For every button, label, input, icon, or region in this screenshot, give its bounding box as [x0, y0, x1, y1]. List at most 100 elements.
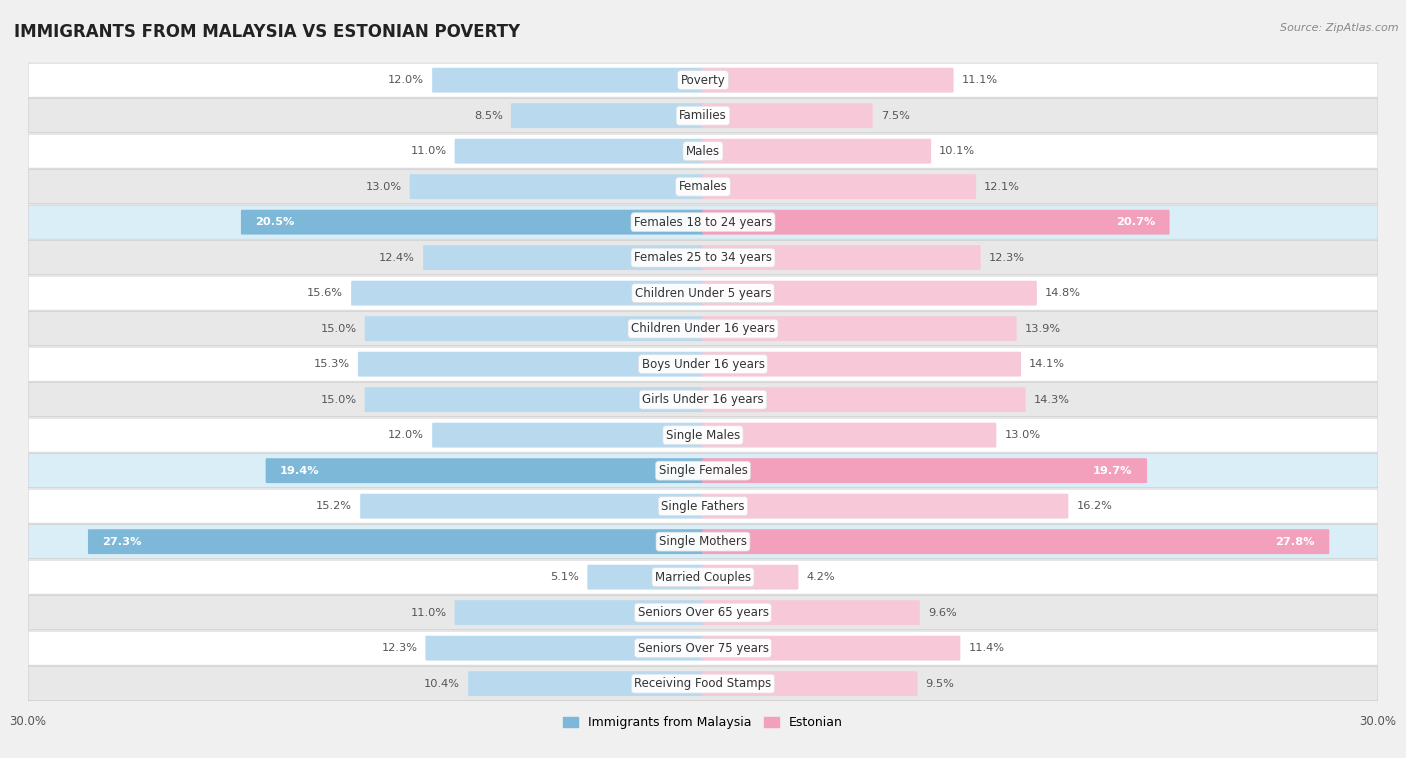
FancyBboxPatch shape [28, 134, 1378, 168]
FancyBboxPatch shape [28, 560, 1378, 594]
FancyBboxPatch shape [28, 525, 1378, 559]
FancyBboxPatch shape [240, 210, 704, 234]
FancyBboxPatch shape [702, 316, 1017, 341]
FancyBboxPatch shape [702, 493, 1069, 518]
Text: 7.5%: 7.5% [880, 111, 910, 121]
FancyBboxPatch shape [432, 423, 704, 447]
Text: 15.3%: 15.3% [314, 359, 350, 369]
Text: 27.8%: 27.8% [1275, 537, 1315, 547]
Text: 15.0%: 15.0% [321, 324, 357, 334]
Text: Females: Females [679, 180, 727, 193]
Text: 12.0%: 12.0% [388, 75, 425, 85]
Text: Females 18 to 24 years: Females 18 to 24 years [634, 216, 772, 229]
Text: 8.5%: 8.5% [474, 111, 503, 121]
FancyBboxPatch shape [28, 99, 1378, 133]
FancyBboxPatch shape [352, 280, 704, 305]
Text: 9.5%: 9.5% [925, 678, 955, 688]
FancyBboxPatch shape [28, 205, 1378, 240]
Text: 14.1%: 14.1% [1029, 359, 1066, 369]
FancyBboxPatch shape [426, 636, 704, 660]
Text: Single Females: Single Females [658, 464, 748, 477]
Text: 19.7%: 19.7% [1094, 465, 1133, 476]
Text: Receiving Food Stamps: Receiving Food Stamps [634, 677, 772, 690]
Text: 4.2%: 4.2% [807, 572, 835, 582]
Text: 15.0%: 15.0% [321, 395, 357, 405]
Text: 11.0%: 11.0% [411, 608, 447, 618]
Text: Males: Males [686, 145, 720, 158]
FancyBboxPatch shape [702, 387, 1025, 412]
FancyBboxPatch shape [28, 170, 1378, 204]
Text: Single Males: Single Males [666, 429, 740, 442]
FancyBboxPatch shape [702, 246, 980, 270]
FancyBboxPatch shape [702, 210, 1170, 234]
Text: 14.3%: 14.3% [1033, 395, 1070, 405]
FancyBboxPatch shape [702, 529, 1329, 554]
Text: 12.1%: 12.1% [984, 182, 1021, 192]
FancyBboxPatch shape [702, 636, 960, 660]
FancyBboxPatch shape [28, 418, 1378, 453]
FancyBboxPatch shape [702, 600, 920, 625]
FancyBboxPatch shape [423, 246, 704, 270]
FancyBboxPatch shape [702, 139, 931, 164]
FancyBboxPatch shape [702, 280, 1036, 305]
FancyBboxPatch shape [28, 63, 1378, 97]
FancyBboxPatch shape [510, 103, 704, 128]
Text: 10.4%: 10.4% [425, 678, 460, 688]
Text: Boys Under 16 years: Boys Under 16 years [641, 358, 765, 371]
FancyBboxPatch shape [702, 565, 799, 590]
FancyBboxPatch shape [409, 174, 704, 199]
FancyBboxPatch shape [588, 565, 704, 590]
Text: 9.6%: 9.6% [928, 608, 956, 618]
Text: 27.3%: 27.3% [103, 537, 142, 547]
Text: 10.1%: 10.1% [939, 146, 976, 156]
FancyBboxPatch shape [702, 423, 997, 447]
Text: 14.8%: 14.8% [1045, 288, 1081, 298]
FancyBboxPatch shape [359, 352, 704, 377]
Text: 13.0%: 13.0% [366, 182, 402, 192]
FancyBboxPatch shape [702, 352, 1021, 377]
FancyBboxPatch shape [28, 453, 1378, 487]
Text: 16.2%: 16.2% [1077, 501, 1112, 511]
Text: Seniors Over 65 years: Seniors Over 65 years [637, 606, 769, 619]
FancyBboxPatch shape [702, 672, 918, 696]
FancyBboxPatch shape [28, 596, 1378, 630]
Text: 12.3%: 12.3% [381, 643, 418, 653]
Text: Families: Families [679, 109, 727, 122]
Text: Single Fathers: Single Fathers [661, 500, 745, 512]
FancyBboxPatch shape [28, 631, 1378, 666]
FancyBboxPatch shape [454, 600, 704, 625]
Text: Children Under 5 years: Children Under 5 years [634, 287, 772, 299]
Text: 19.4%: 19.4% [280, 465, 319, 476]
Text: 13.9%: 13.9% [1025, 324, 1060, 334]
FancyBboxPatch shape [28, 666, 1378, 700]
FancyBboxPatch shape [364, 387, 704, 412]
Legend: Immigrants from Malaysia, Estonian: Immigrants from Malaysia, Estonian [558, 711, 848, 735]
Text: 12.4%: 12.4% [380, 252, 415, 263]
Text: 15.6%: 15.6% [307, 288, 343, 298]
Text: 12.0%: 12.0% [388, 430, 425, 440]
Text: Poverty: Poverty [681, 74, 725, 86]
Text: IMMIGRANTS FROM MALAYSIA VS ESTONIAN POVERTY: IMMIGRANTS FROM MALAYSIA VS ESTONIAN POV… [14, 23, 520, 41]
FancyBboxPatch shape [28, 240, 1378, 274]
FancyBboxPatch shape [28, 489, 1378, 523]
FancyBboxPatch shape [28, 276, 1378, 310]
Text: 11.0%: 11.0% [411, 146, 447, 156]
FancyBboxPatch shape [702, 67, 953, 92]
FancyBboxPatch shape [28, 347, 1378, 381]
Text: 13.0%: 13.0% [1004, 430, 1040, 440]
Text: Females 25 to 34 years: Females 25 to 34 years [634, 251, 772, 264]
Text: 20.7%: 20.7% [1116, 217, 1156, 227]
Text: 20.5%: 20.5% [256, 217, 295, 227]
Text: Children Under 16 years: Children Under 16 years [631, 322, 775, 335]
FancyBboxPatch shape [432, 67, 704, 92]
Text: 11.1%: 11.1% [962, 75, 998, 85]
Text: 5.1%: 5.1% [550, 572, 579, 582]
Text: Seniors Over 75 years: Seniors Over 75 years [637, 641, 769, 655]
FancyBboxPatch shape [702, 174, 976, 199]
FancyBboxPatch shape [468, 672, 704, 696]
Text: Single Mothers: Single Mothers [659, 535, 747, 548]
Text: Source: ZipAtlas.com: Source: ZipAtlas.com [1281, 23, 1399, 33]
FancyBboxPatch shape [364, 316, 704, 341]
FancyBboxPatch shape [702, 459, 1147, 483]
Text: 15.2%: 15.2% [316, 501, 352, 511]
